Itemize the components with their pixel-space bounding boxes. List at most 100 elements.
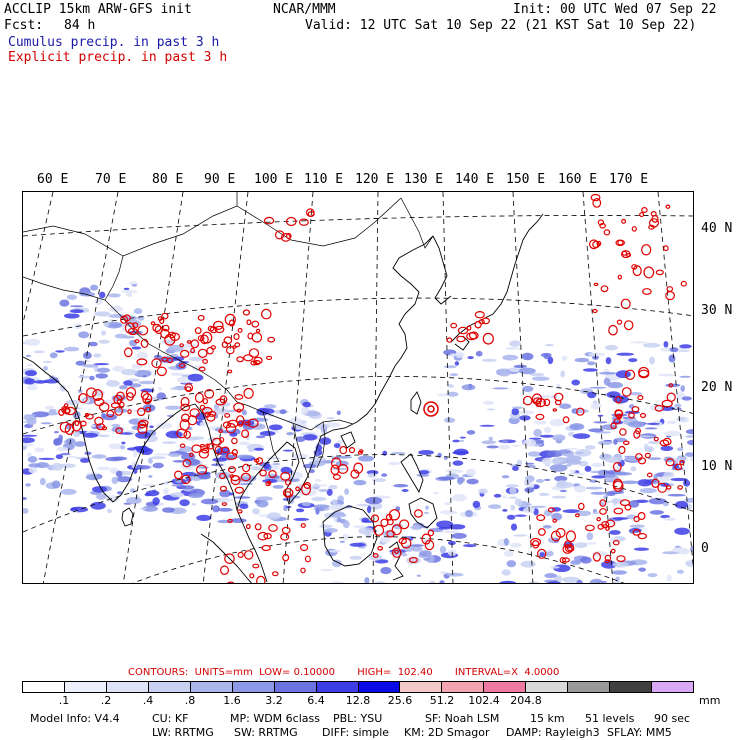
cumulus-precip-cell bbox=[513, 364, 527, 369]
explicit-precip-contour bbox=[98, 402, 110, 412]
cumulus-precip-cell bbox=[53, 438, 63, 446]
explicit-precip-contour bbox=[668, 383, 674, 388]
cumulus-precip-cell bbox=[501, 475, 510, 479]
cumulus-precip-cell bbox=[236, 454, 254, 459]
model-info-pbl: PBL: YSU bbox=[333, 712, 383, 725]
cumulus-precip-cell bbox=[27, 363, 33, 367]
cumulus-precip-cell bbox=[379, 535, 391, 544]
cumulus-precip-cell bbox=[149, 425, 154, 428]
explicit-precip-contour bbox=[261, 544, 271, 552]
cumulus-precip-cell bbox=[66, 294, 77, 300]
cumulus-precip-cell bbox=[25, 354, 32, 357]
cumulus-precip-cell bbox=[610, 498, 625, 504]
explicit-precip-contour bbox=[646, 472, 653, 478]
cumulus-precip-cell bbox=[647, 457, 662, 460]
cumulus-precip-cell bbox=[501, 569, 511, 576]
cumulus-precip-cell bbox=[129, 488, 136, 493]
cumulus-precip-cell bbox=[555, 383, 561, 390]
cumulus-precip-cell bbox=[669, 347, 679, 353]
explicit-precip-contour bbox=[179, 443, 186, 448]
colorbar-swatch bbox=[23, 682, 65, 692]
cumulus-precip-cell bbox=[179, 499, 190, 507]
cumulus-precip-cell bbox=[60, 488, 77, 495]
explicit-precip-contour bbox=[256, 575, 266, 583]
cumulus-precip-cell bbox=[153, 453, 171, 456]
cumulus-precip-cell bbox=[429, 580, 436, 583]
explicit-precip-contour bbox=[86, 387, 97, 398]
cumulus-precip-cell bbox=[171, 484, 184, 487]
cumulus-precip-cell bbox=[644, 446, 654, 452]
explicit-precip-contour bbox=[561, 557, 570, 563]
cumulus-precip-cell bbox=[34, 447, 45, 453]
cumulus-precip-cell bbox=[447, 384, 454, 388]
cumulus-precip-cell bbox=[393, 484, 409, 488]
cumulus-precip-cell bbox=[63, 313, 80, 319]
cumulus-precip-cell bbox=[512, 466, 519, 471]
cumulus-precip-cell bbox=[436, 520, 454, 529]
cumulus-precip-cell bbox=[250, 423, 266, 430]
cumulus-precip-cell bbox=[115, 408, 128, 413]
cumulus-precip-cell bbox=[23, 434, 38, 437]
explicit-precip-contour bbox=[608, 324, 618, 336]
cumulus-precip-cell bbox=[680, 385, 685, 392]
explicit-precip-contour bbox=[196, 464, 208, 475]
colorbar-swatch bbox=[232, 682, 275, 692]
cumulus-precip-cell bbox=[453, 448, 469, 456]
explicit-precip-contour bbox=[243, 550, 254, 560]
explicit-precip-contour bbox=[182, 459, 192, 468]
explicit-precip-contour bbox=[377, 545, 384, 551]
cumulus-precip-cell bbox=[63, 346, 80, 352]
explicit-precip-contour bbox=[184, 383, 194, 393]
explicit-precip-contour bbox=[174, 470, 183, 480]
cumulus-precip-cell bbox=[141, 483, 156, 486]
cumulus-precip-cell bbox=[93, 363, 110, 366]
explicit-precip-contour bbox=[154, 325, 163, 335]
explicit-precip-contour bbox=[592, 197, 602, 208]
explicit-precip-contour bbox=[74, 420, 80, 427]
explicit-precip-contour bbox=[391, 547, 402, 558]
coastlines bbox=[23, 213, 544, 583]
explicit-precip-contour bbox=[621, 387, 632, 397]
cumulus-precip-cell bbox=[312, 484, 328, 487]
cumulus-precip-cell bbox=[83, 351, 92, 360]
explicit-precip-contour bbox=[233, 402, 245, 412]
explicit-precip-contour bbox=[137, 423, 148, 434]
explicit-precip-contour bbox=[554, 399, 562, 406]
cumulus-precip-cell bbox=[126, 497, 142, 505]
explicit-precip-contour bbox=[648, 218, 660, 228]
cumulus-precip-cell bbox=[519, 415, 531, 421]
cumulus-precip-cell bbox=[97, 434, 111, 438]
colorbar-swatch bbox=[652, 682, 693, 692]
cumulus-precip-cell bbox=[263, 404, 277, 409]
explicit-precip-contour bbox=[631, 264, 638, 270]
longitude-gridline bbox=[42, 192, 119, 583]
cumulus-precip-cell bbox=[533, 428, 542, 437]
cumulus-precip-cell bbox=[112, 305, 122, 311]
explicit-precip-contour bbox=[654, 404, 664, 412]
cumulus-precip-cell bbox=[301, 502, 311, 507]
explicit-precip-contour bbox=[80, 420, 87, 427]
explicit-precip-contour bbox=[446, 337, 453, 343]
cumulus-precip-cell bbox=[145, 490, 160, 497]
colorbar-label: 204.8 bbox=[510, 694, 542, 707]
explicit-precip-contour bbox=[248, 348, 260, 358]
cumulus-precip-cell bbox=[303, 463, 317, 469]
cumulus-precip-cell bbox=[331, 559, 342, 568]
explicit-precip-contour bbox=[593, 282, 599, 287]
cumulus-precip-cell bbox=[152, 462, 164, 469]
cumulus-precip-cell bbox=[674, 527, 690, 535]
cumulus-precip-cell bbox=[532, 376, 550, 381]
cumulus-precip-cell bbox=[332, 505, 350, 510]
cumulus-precip-cell bbox=[312, 504, 330, 509]
cumulus-precip-cell bbox=[84, 451, 92, 455]
cumulus-precip-cell bbox=[43, 365, 48, 371]
explicit-precip-contour bbox=[243, 387, 254, 399]
cumulus-precip-cell bbox=[44, 405, 55, 410]
cumulus-precip-cell bbox=[679, 344, 692, 349]
explicit-precip-contour bbox=[59, 421, 71, 433]
explicit-precip-contour bbox=[254, 523, 262, 531]
explicit-precip-contour bbox=[547, 507, 555, 513]
explicit-precip-contour bbox=[339, 445, 348, 455]
colorbar-swatch bbox=[148, 682, 191, 692]
cumulus-precip-cell bbox=[356, 504, 371, 507]
